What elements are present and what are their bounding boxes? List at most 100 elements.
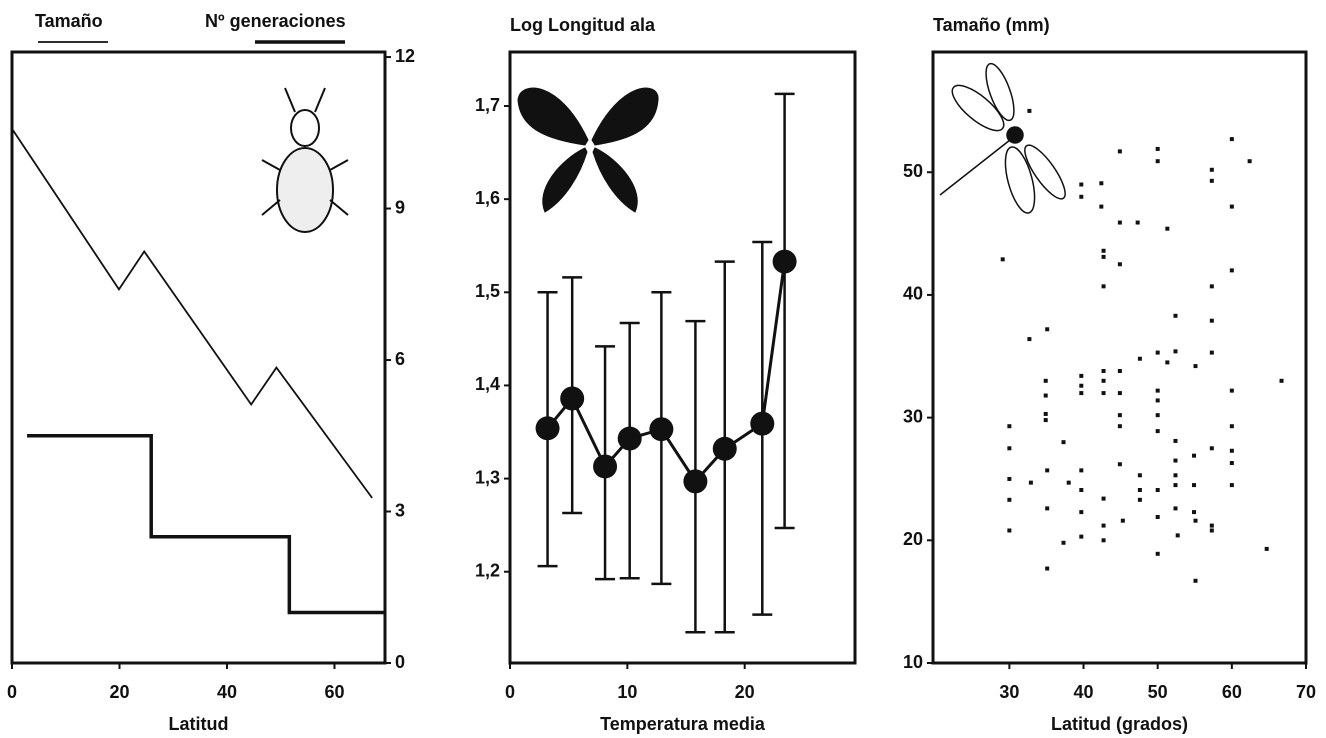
- scatter-point: [1045, 566, 1050, 571]
- x-tick-label: 50: [1148, 682, 1168, 702]
- scatter-point: [1101, 378, 1106, 383]
- scatter-point: [1155, 398, 1160, 403]
- scatter-point: [1175, 533, 1180, 538]
- scatter-point: [1079, 194, 1084, 199]
- x-tick-label: 60: [1222, 682, 1242, 702]
- scatter-point: [1155, 551, 1160, 556]
- mean-point: [683, 469, 708, 494]
- x-tick-label: 30: [999, 682, 1019, 702]
- x-tick-label: 70: [1296, 682, 1316, 702]
- scatter-point: [1165, 226, 1170, 231]
- mean-point: [750, 411, 775, 436]
- scatter-point: [1173, 473, 1178, 478]
- scatter-point: [1209, 523, 1214, 528]
- scatter-point: [1079, 468, 1084, 473]
- scatter-point: [1117, 220, 1122, 225]
- scatter-point: [1209, 284, 1214, 289]
- scatter-point: [1155, 146, 1160, 151]
- scatter-point: [1079, 510, 1084, 515]
- scatter-point: [1209, 350, 1214, 355]
- mean-point: [593, 454, 618, 479]
- scatter-point: [1229, 483, 1234, 488]
- scatter-point: [1117, 413, 1122, 418]
- scatter-point: [1165, 360, 1170, 365]
- scatter-point: [1061, 440, 1066, 445]
- scatter-point: [1279, 378, 1284, 383]
- scatter-point: [1043, 411, 1048, 416]
- scatter-point: [1117, 262, 1122, 267]
- x-tick-label: 40: [1074, 682, 1094, 702]
- plot-frame: [508, 50, 857, 665]
- x-axis-label: Latitud: [169, 714, 229, 734]
- mean-point: [535, 416, 560, 441]
- plot-frame: [931, 50, 1308, 665]
- scatter-point: [1117, 368, 1122, 373]
- mean-point: [649, 417, 674, 442]
- scatter-point: [1007, 424, 1012, 429]
- x-tick-label: 60: [324, 682, 344, 702]
- scatter-point: [1192, 453, 1197, 458]
- beetle-icon: [261, 87, 349, 233]
- scatter-point: [1229, 448, 1234, 453]
- scatter-point: [1079, 488, 1084, 493]
- scatter-point: [1247, 159, 1252, 164]
- scatter-point: [1061, 540, 1066, 545]
- scatter-point: [1173, 458, 1178, 463]
- series-line: [27, 434, 385, 615]
- x-tick-label: 40: [217, 682, 237, 702]
- scatter-point: [1101, 254, 1106, 259]
- scatter-point: [1043, 418, 1048, 423]
- y-tick-label: 30: [903, 406, 923, 426]
- x-axis-label: Latitud (grados): [1051, 714, 1188, 734]
- scatter-point: [1045, 506, 1050, 511]
- scatter-point: [1043, 378, 1048, 383]
- scatter-point: [1173, 483, 1178, 488]
- series-line: [11, 128, 373, 499]
- scatter-point: [1099, 204, 1104, 209]
- y-tick-label: 1,4: [475, 374, 500, 394]
- y-tick-label: 9: [395, 197, 405, 217]
- scatter-point: [1079, 534, 1084, 539]
- y-tick-label: 10: [903, 652, 923, 672]
- mean-point: [560, 386, 585, 411]
- scatter-point: [1101, 391, 1106, 396]
- scatter-point: [1193, 518, 1198, 523]
- y-tick-label: 40: [903, 284, 923, 304]
- scatter-point: [1101, 496, 1106, 501]
- scatter-point: [1101, 538, 1106, 543]
- scatter-point: [1209, 528, 1214, 533]
- scatter-point: [1079, 373, 1084, 378]
- scatter-point: [1229, 268, 1234, 273]
- mean-point: [772, 249, 797, 274]
- scatter-point: [1264, 546, 1269, 551]
- legend-label: Nº generaciones: [205, 11, 346, 31]
- scatter-point: [1117, 462, 1122, 467]
- scatter-point: [1229, 388, 1234, 393]
- y-tick-label: 1,2: [475, 560, 500, 580]
- scatter-point: [1209, 178, 1214, 183]
- scatter-point: [1117, 424, 1122, 429]
- x-axis-label: Temperatura media: [600, 714, 766, 734]
- scatter-point: [1101, 368, 1106, 373]
- y-tick-label: 3: [395, 500, 405, 520]
- scatter-point: [1045, 327, 1050, 332]
- scatter-point: [1209, 167, 1214, 172]
- scatter-point: [1066, 480, 1071, 485]
- scatter-point: [1007, 446, 1012, 451]
- scatter-point: [1173, 349, 1178, 354]
- dragonfly-icon: [939, 62, 1066, 214]
- scatter-point: [1079, 391, 1084, 396]
- scatter-point: [1155, 388, 1160, 393]
- scatter-point: [1137, 473, 1142, 478]
- scatter-point: [1137, 497, 1142, 502]
- scatter-point: [1155, 488, 1160, 493]
- mean-point: [617, 426, 642, 451]
- scatter-point: [1027, 108, 1032, 113]
- scatter-point: [1043, 393, 1048, 398]
- x-tick-label: 0: [7, 682, 17, 702]
- y-tick-label: 1,6: [475, 188, 500, 208]
- scatter-point: [1007, 528, 1012, 533]
- scatter-point: [1209, 318, 1214, 323]
- y-tick-label: 6: [395, 349, 405, 369]
- scatter-point: [1209, 446, 1214, 451]
